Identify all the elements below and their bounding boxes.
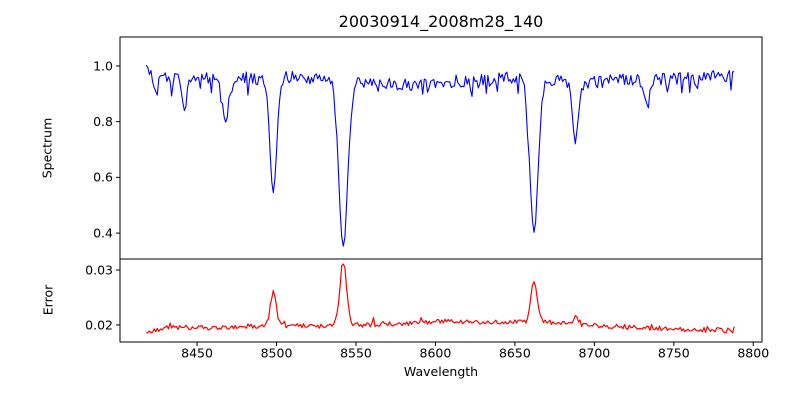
error-y-axis-label: Error — [40, 284, 56, 316]
error-line — [146, 263, 735, 334]
x-tick-label: 8450 — [181, 346, 213, 361]
x-tick-label: 8650 — [499, 346, 531, 361]
spectrum-y-tick-label: 1.0 — [93, 58, 113, 73]
x-tick-label: 8750 — [658, 346, 690, 361]
x-tick-label: 8800 — [737, 346, 769, 361]
x-tick-label: 8500 — [261, 346, 293, 361]
error-panel — [119, 258, 763, 343]
x-tick-label: 8600 — [420, 346, 452, 361]
spectrum-y-axis-label: Spectrum — [39, 117, 55, 179]
x-tick-label: 8700 — [578, 346, 610, 361]
error-y-tick-label: 0.03 — [85, 262, 113, 277]
spectrum-line — [145, 64, 735, 247]
spectrum-panel — [119, 36, 763, 260]
wavelength-x-axis-label: Wavelength — [403, 364, 479, 379]
spectrum-y-tick-label: 0.4 — [93, 225, 113, 240]
spectrum-y-tick-label: 0.8 — [93, 114, 113, 129]
chart-title: 20030914_2008m28_140 — [338, 12, 544, 31]
spectrum-y-tick-label: 0.6 — [93, 170, 113, 185]
x-tick-label: 8550 — [340, 346, 372, 361]
error-y-tick-label: 0.02 — [85, 317, 113, 332]
